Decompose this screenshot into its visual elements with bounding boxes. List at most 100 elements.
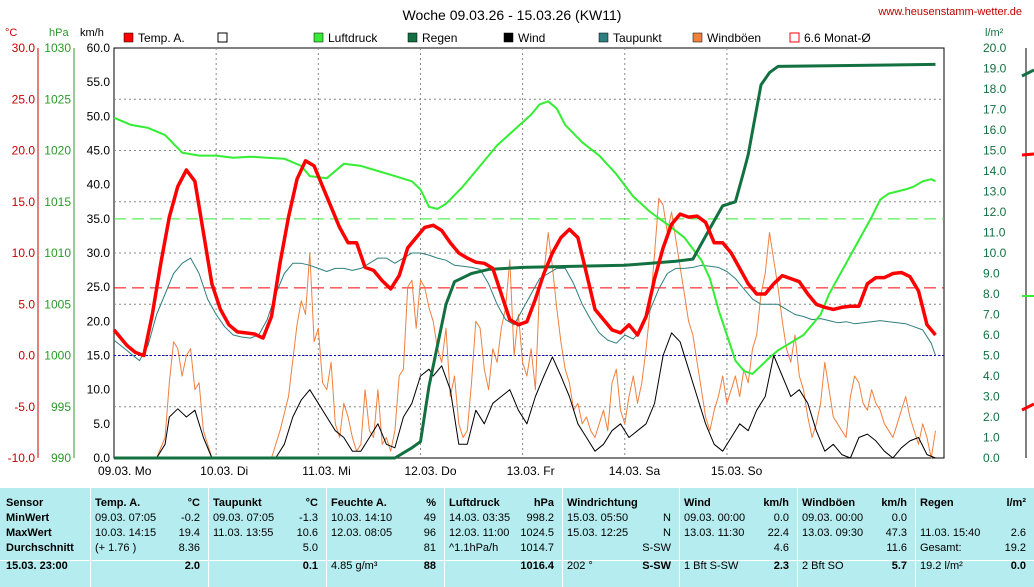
table-column: Windböen km/h 09.03. 00:00 0.0 13.03. 09:30 4…	[797, 488, 915, 587]
column-head: Windrichtung	[567, 497, 638, 509]
cell-value: 1016.4	[520, 560, 554, 572]
cell-info: 4.85 g/m³	[331, 560, 378, 572]
cell-value: 0.1	[302, 560, 318, 572]
cell-info: 09.03. 00:00	[802, 512, 864, 524]
column-unit: °C	[187, 497, 200, 509]
temp-tick-label: -5.0	[14, 400, 35, 414]
legend-swatch	[692, 32, 703, 43]
cell-value: 5.0	[302, 542, 318, 554]
wind-axis-unit: km/h	[80, 27, 104, 39]
rain-edge-mark	[1021, 68, 1034, 78]
cell-value: -0.2	[181, 512, 200, 524]
press-tick-label: 1025	[44, 92, 71, 106]
cell-value: 0.0	[773, 512, 789, 524]
rain-tick-label: 19.0	[983, 62, 1007, 76]
table-separator	[0, 560, 1034, 561]
cell-info: 11.03. 15:40	[920, 527, 981, 539]
x-tick-label: 12.03. Do	[404, 464, 456, 478]
press-tick-label: 995	[51, 400, 71, 414]
wind-tick-label: 20.0	[87, 314, 111, 328]
temp-tick-label: 15.0	[12, 195, 36, 209]
cell-value: 2.3	[773, 560, 789, 572]
cell-info: 14.03. 03:35	[449, 512, 511, 524]
cell-value: -1.3	[299, 512, 318, 524]
weather-chart: Woche 09.03.26 - 15.03.26 (KW11) 09.03. …	[5, 7, 1034, 478]
x-tick-label: 14.03. Sa	[609, 464, 661, 478]
rain-tick-label: 7.0	[983, 308, 1000, 322]
temp-tick-label: 0.0	[18, 349, 35, 363]
rain-tick-label: 8.0	[983, 287, 1000, 301]
temp-tick-label: 5.0	[18, 297, 35, 311]
cell-value: 1014.7	[520, 542, 554, 554]
rain-tick-label: 6.0	[983, 328, 1000, 342]
cell-info: 09.03. 00:00	[684, 512, 746, 524]
legend-label: 6.6 Monat-Ø	[804, 31, 871, 45]
legend-label: Taupunkt	[613, 31, 662, 45]
row-label: Sensor	[6, 497, 44, 509]
cell-value: 11.6	[886, 542, 907, 554]
cell-info: 15.03. 12:25	[567, 527, 629, 539]
cell-value: 47.3	[885, 527, 907, 539]
wind-tick-label: 55.0	[87, 75, 111, 89]
cell-value: 0.0	[891, 512, 907, 524]
legend-label: Temp. A.	[138, 31, 185, 45]
rain-tick-label: 13.0	[983, 185, 1007, 199]
stats-table: Sensor MinWert MaxWert Durchschnitt 15.03. 2…	[0, 488, 1034, 587]
chart-title: Woche 09.03.26 - 15.03.26 (KW11)	[403, 7, 622, 23]
wind-tick-label: 30.0	[87, 246, 111, 260]
wind-tick-label: 5.0	[93, 417, 110, 431]
table-column: Taupunkt °C 09.03. 07:05 -1.3 11.03. 13:55 10…	[208, 488, 326, 587]
wind-tick-label: 40.0	[87, 178, 111, 192]
cell-info: 1 Bft S-SW	[684, 560, 739, 572]
cell-value: 10.6	[296, 527, 318, 539]
column-unit: l/m²	[1006, 497, 1026, 509]
legend-label: Regen	[422, 31, 457, 45]
axes: 30.0 25.0 20.0 15.0 10.0 5.0 0.0 -5.0 -10.0 1030 1…	[5, 27, 1034, 465]
cell-value: 0.0	[1010, 560, 1026, 572]
rain-tick-label: 2.0	[983, 410, 1000, 424]
x-tick-label: 09.03. Mo	[98, 464, 152, 478]
legend-swatch	[217, 32, 228, 43]
x-tick-label: 15.03. So	[711, 464, 763, 478]
temp-tick-label: 10.0	[12, 246, 36, 260]
rain-tick-label: 10.0	[983, 246, 1007, 260]
table-column: Regen l/m² 11.03. 15:40 2.6 Gesamt: 19.2 19.2 …	[915, 488, 1034, 587]
wind-tick-label: 0.0	[93, 451, 110, 465]
column-head: Taupunkt	[213, 497, 262, 509]
column-unit: °C	[305, 497, 318, 509]
x-tick-label: 11.03. Mi	[302, 464, 350, 478]
wind-tick-label: 50.0	[87, 109, 111, 123]
temp-tick-label: 25.0	[12, 92, 36, 106]
rain-tick-label: 14.0	[983, 164, 1007, 178]
row-label: MinWert	[6, 512, 50, 524]
cell-info: 19.2 l/m²	[920, 560, 963, 572]
cell-value: 88	[423, 560, 436, 572]
cell-value: 2.0	[184, 560, 200, 572]
cell-value: 19.4	[178, 527, 200, 539]
cell-value: 96	[423, 527, 436, 539]
column-head: Regen	[920, 497, 954, 509]
temp-edge-mark	[1021, 152, 1034, 157]
wind-tick-label: 60.0	[87, 41, 111, 55]
column-unit: km/h	[763, 497, 789, 509]
wind-tick-label: 10.0	[87, 383, 111, 397]
wind-tick-label: 35.0	[87, 212, 111, 226]
cell-info: 12.03. 11:00	[449, 527, 510, 539]
rain-tick-label: 16.0	[983, 123, 1007, 137]
cell-info: 202 °	[567, 560, 593, 572]
cell-info: 10.03. 14:15	[95, 527, 157, 539]
cell-value: 1024.5	[520, 527, 554, 539]
rain-tick-label: 3.0	[983, 390, 1000, 404]
rain-tick-label: 15.0	[983, 144, 1007, 158]
table-row-labels: Sensor MinWert MaxWert Durchschnitt 15.03. 2…	[0, 488, 90, 587]
site-link[interactable]: www.heusenstamm-wetter.de	[878, 6, 1022, 18]
temp-tick-label: -10.0	[8, 451, 36, 465]
x-tick-label: 10.03. Di	[200, 464, 248, 478]
temp-tick-label: 20.0	[12, 144, 36, 158]
cell-info: 09.03. 07:05	[213, 512, 275, 524]
series-temp-a-	[112, 159, 937, 358]
table-column: Windrichtung 15.03. 05:50 N 15.03. 12:25 N S-…	[562, 488, 679, 587]
column-head: Feuchte A.	[331, 497, 387, 509]
cell-info: Gesamt:	[920, 542, 962, 554]
press-tick-label: 1005	[44, 297, 71, 311]
